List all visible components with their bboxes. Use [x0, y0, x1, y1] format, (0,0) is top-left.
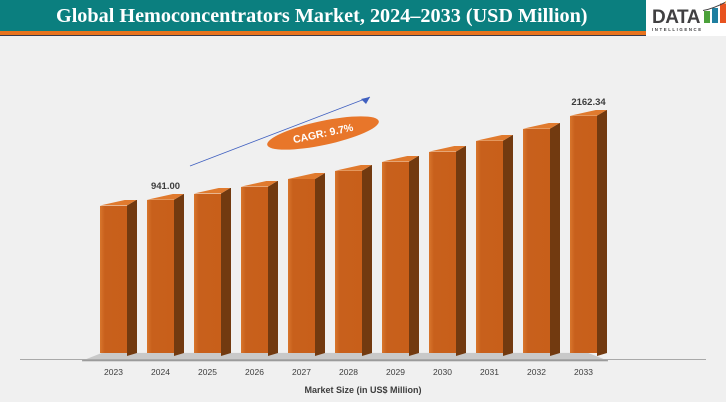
svg-text:DATA: DATA	[652, 7, 701, 28]
svg-text:INTELLIGENCE: INTELLIGENCE	[652, 27, 703, 32]
